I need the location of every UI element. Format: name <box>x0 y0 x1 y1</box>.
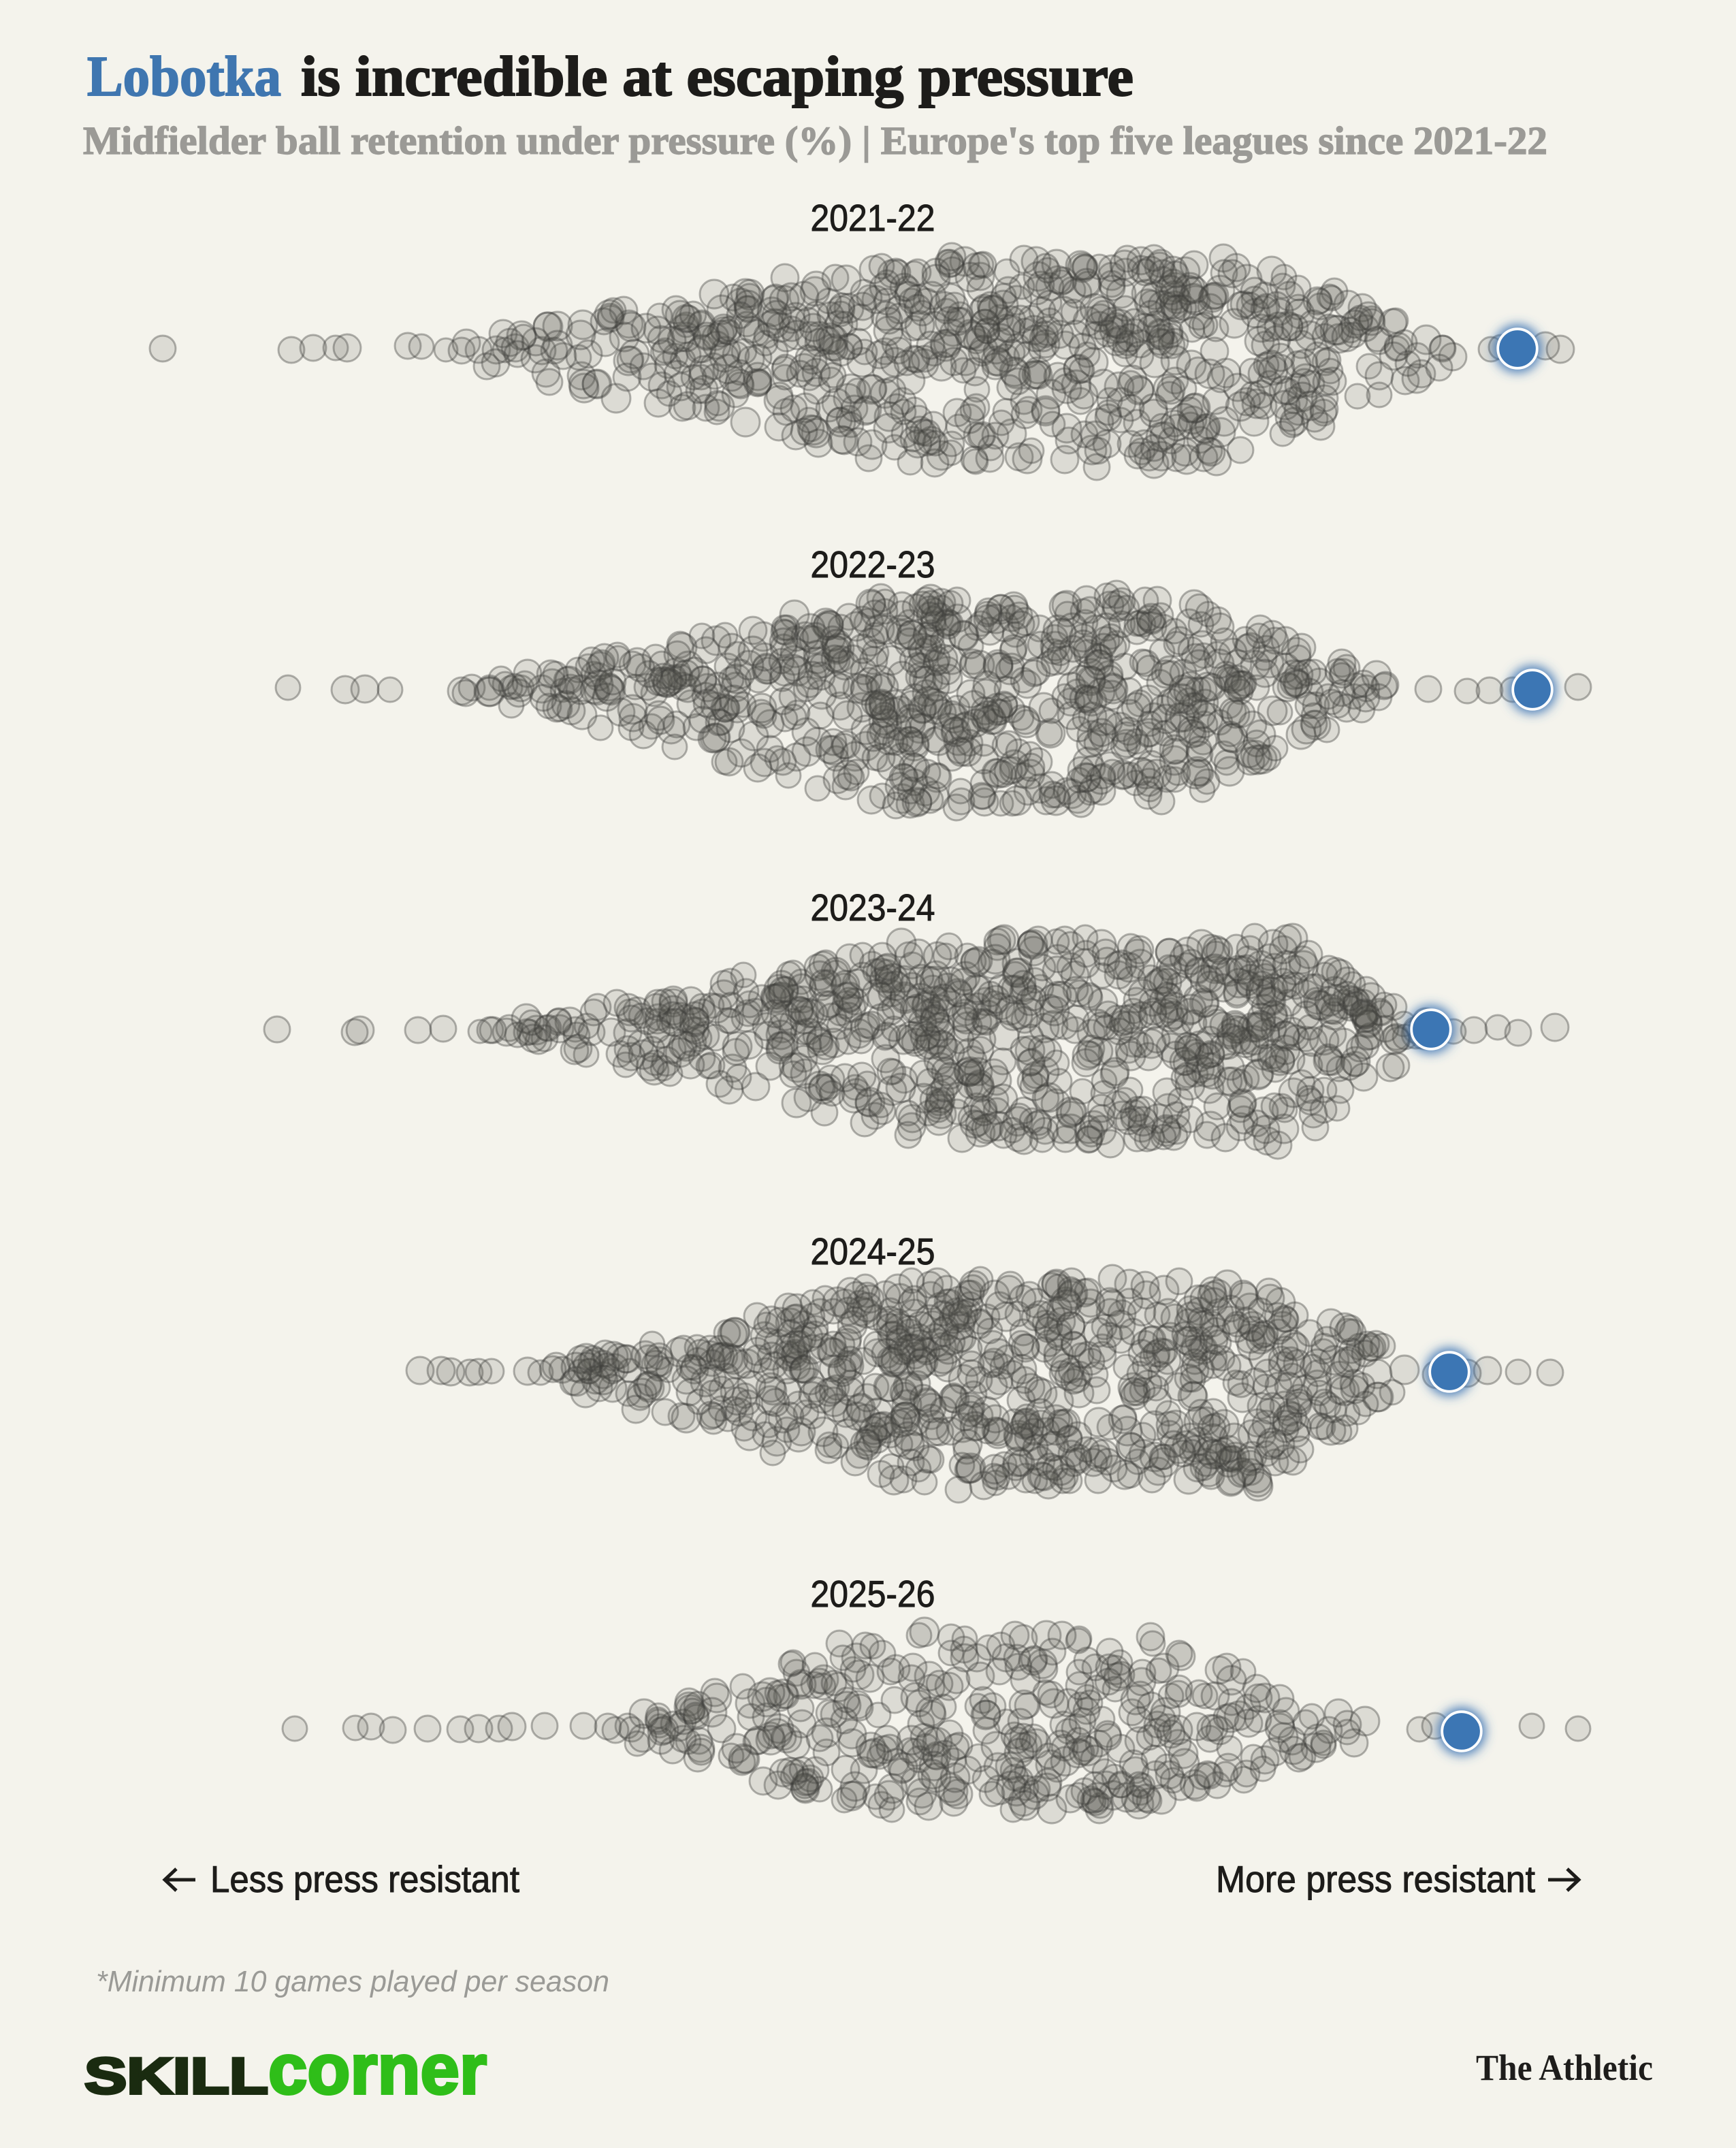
svg-text:More press resistant: More press resistant <box>1216 1858 1535 1900</box>
svg-text:corner: corner <box>268 2030 487 2109</box>
svg-text:The Athletic: The Athletic <box>1476 2047 1653 2088</box>
svg-text:*Minimum 10 games played per s: *Minimum 10 games played per season <box>96 1965 609 1998</box>
svg-text:Lobotka: Lobotka <box>87 45 281 108</box>
svg-text:Midfielder ball retention unde: Midfielder ball retention under pressure… <box>83 118 1547 163</box>
svg-text:2022-23: 2022-23 <box>811 543 935 586</box>
svg-text:2025-26: 2025-26 <box>811 1573 935 1615</box>
svg-text:2024-25: 2024-25 <box>811 1230 935 1272</box>
svg-text:is incredible at escaping pres: is incredible at escaping pressure <box>301 45 1134 108</box>
svg-text:2023-24: 2023-24 <box>811 886 935 929</box>
svg-text:SKILL: SKILL <box>84 2047 268 2104</box>
svg-text:Less press resistant: Less press resistant <box>210 1858 519 1900</box>
svg-text:2021-22: 2021-22 <box>811 197 935 239</box>
